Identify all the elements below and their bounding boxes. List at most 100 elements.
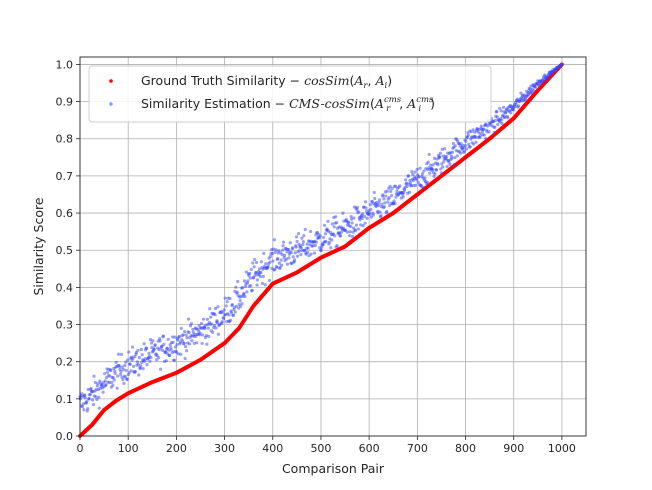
estimation-point (390, 194, 394, 198)
estimation-point (499, 109, 503, 113)
estimation-point (149, 356, 153, 360)
estimation-point (368, 213, 372, 217)
estimation-point (147, 351, 151, 355)
estimation-point (295, 254, 300, 258)
estimation-point (123, 375, 127, 379)
estimation-point (231, 313, 235, 317)
estimation-point (459, 151, 463, 155)
estimation-point (136, 362, 140, 366)
estimation-point (445, 154, 449, 159)
estimation-point (352, 216, 356, 220)
estimation-point (323, 232, 328, 236)
estimation-point (364, 206, 368, 210)
estimation-point (280, 252, 284, 257)
estimation-point (350, 221, 354, 225)
estimation-point (382, 197, 386, 201)
estimation-point (127, 350, 131, 354)
estimation-point (474, 140, 478, 144)
estimation-point (341, 211, 345, 215)
estimation-point (197, 323, 201, 328)
estimation-point (233, 310, 237, 314)
estimation-point (137, 356, 141, 360)
estimation-point (95, 397, 99, 402)
estimation-point (530, 91, 534, 95)
estimation-point (160, 348, 165, 352)
estimation-point (108, 374, 112, 378)
estimation-point (207, 334, 211, 338)
estimation-point (351, 230, 355, 234)
estimation-point (187, 342, 192, 346)
estimation-point (273, 250, 277, 254)
estimation-point (183, 356, 187, 361)
estimation-point (439, 167, 443, 171)
estimation-point (161, 334, 166, 338)
estimation-point (356, 227, 360, 231)
estimation-point (384, 194, 388, 198)
estimation-point (97, 395, 101, 399)
estimation-point (324, 240, 328, 244)
estimation-point (509, 111, 513, 115)
estimation-point (294, 235, 299, 239)
estimation-point (187, 330, 191, 335)
estimation-point (96, 382, 100, 386)
estimation-point (90, 398, 95, 402)
y-axis-label: Similarity Score (31, 197, 46, 295)
y-tick-label: 0.6 (56, 207, 74, 220)
estimation-point (479, 124, 483, 128)
estimation-point (532, 89, 536, 93)
estimation-point (93, 380, 98, 385)
estimation-point (249, 284, 253, 288)
estimation-point (151, 339, 155, 343)
estimation-point (138, 366, 142, 371)
estimation-point (135, 360, 140, 364)
estimation-point (439, 171, 443, 175)
estimation-point (175, 342, 179, 347)
estimation-point (421, 186, 426, 190)
estimation-point (512, 108, 516, 112)
estimation-point (407, 190, 412, 194)
estimation-point (142, 342, 146, 346)
estimation-point (279, 258, 283, 262)
estimation-point (365, 216, 369, 220)
estimation-point (242, 279, 247, 283)
estimation-point (133, 354, 137, 359)
estimation-point (253, 258, 257, 262)
estimation-point (440, 162, 444, 166)
estimation-point (261, 274, 265, 279)
estimation-point (125, 377, 129, 381)
estimation-point (236, 279, 240, 284)
estimation-point (360, 216, 364, 221)
estimation-point (254, 260, 259, 265)
estimation-point (242, 291, 246, 296)
estimation-point (368, 203, 372, 207)
estimation-point (124, 360, 128, 364)
estimation-point (453, 144, 457, 148)
estimation-point (519, 91, 523, 95)
estimation-point (291, 246, 295, 250)
estimation-point (420, 172, 425, 176)
estimation-point (209, 315, 213, 319)
estimation-point (348, 233, 352, 238)
estimation-point (282, 253, 287, 257)
estimation-point (288, 241, 292, 245)
estimation-point (121, 368, 126, 372)
estimation-point (319, 248, 323, 252)
estimation-point (450, 150, 455, 154)
estimation-point (487, 130, 491, 134)
estimation-point (426, 160, 430, 164)
estimation-point (210, 322, 214, 326)
legend-entry-estimation: Similarity Estimation − CMS-cosSim(Acms r… (141, 95, 435, 114)
estimation-point (222, 316, 226, 321)
estimation-point (258, 274, 263, 279)
x-tick-label: 600 (359, 442, 380, 455)
estimation-point (379, 214, 383, 218)
estimation-point (230, 302, 235, 307)
estimation-point (466, 133, 470, 137)
estimation-point (149, 341, 153, 345)
estimation-point (184, 333, 188, 337)
legend: Ground Truth Similarity − cosSim(Ar, Ai)… (88, 65, 492, 123)
estimation-point (438, 155, 442, 159)
estimation-point (80, 405, 85, 409)
estimation-point (401, 195, 405, 199)
estimation-point (200, 341, 204, 345)
